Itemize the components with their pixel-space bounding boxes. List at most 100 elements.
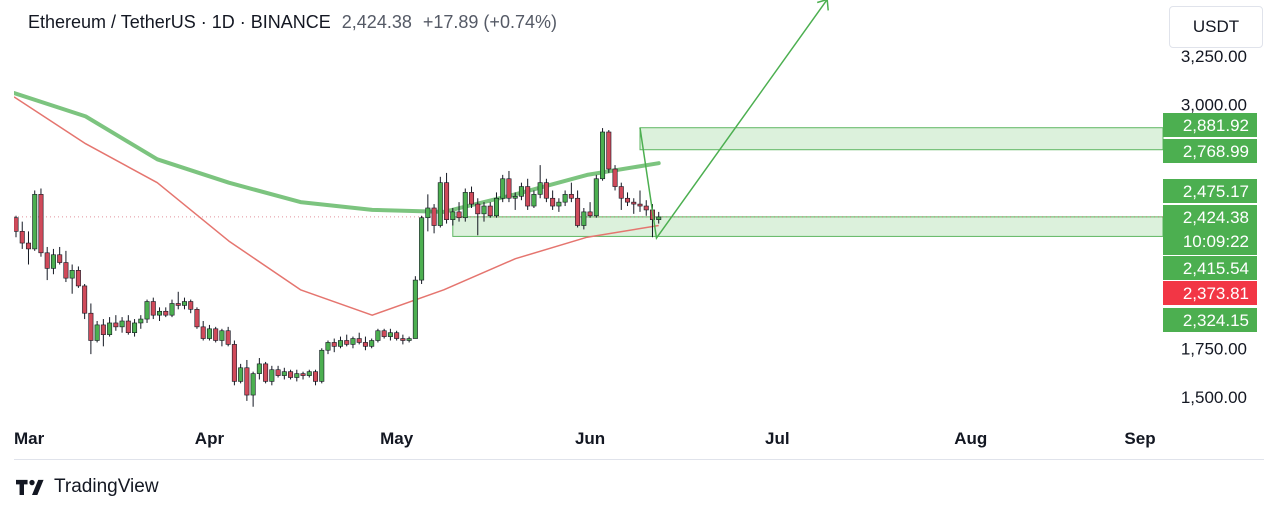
- candle-body: [631, 201, 637, 205]
- candle: [263, 361, 269, 384]
- candle-body: [206, 328, 212, 339]
- y-tick-label: 3,000.00: [1181, 96, 1247, 115]
- currency-button[interactable]: USDT: [1169, 6, 1263, 48]
- candle: [157, 307, 163, 322]
- y-tick-label: 1,500.00: [1181, 388, 1247, 407]
- price-label: 2,881.92: [1163, 113, 1257, 137]
- candle-body: [50, 254, 56, 269]
- candle-body: [69, 270, 75, 279]
- candle-body: [294, 373, 300, 378]
- candle: [518, 182, 524, 201]
- candle-body: [425, 207, 431, 219]
- candle: [625, 192, 631, 207]
- candle: [381, 328, 387, 339]
- candle: [356, 332, 362, 345]
- candle-body: [362, 342, 368, 347]
- price-label-bg: [1163, 256, 1257, 280]
- candle: [300, 371, 306, 380]
- candle: [94, 321, 100, 343]
- candle-body: [419, 217, 425, 281]
- price-label: 2,475.17: [1163, 179, 1257, 203]
- candle-body: [263, 363, 269, 382]
- candle-body: [138, 318, 144, 324]
- candle-body: [281, 371, 287, 376]
- candle: [206, 324, 212, 341]
- candle: [487, 202, 493, 218]
- candle: [244, 359, 250, 401]
- candle: [387, 328, 393, 341]
- candle: [581, 207, 587, 230]
- price-label-bg: [1163, 113, 1257, 137]
- candle: [294, 369, 300, 382]
- candle: [606, 130, 612, 173]
- projection-arrowhead: [816, 0, 829, 11]
- candle-body: [82, 285, 88, 314]
- candle: [313, 369, 319, 386]
- candle-body: [493, 197, 499, 217]
- candle: [431, 204, 437, 234]
- price-label-bg: [1163, 139, 1257, 163]
- candle-body: [225, 330, 231, 345]
- candle-body: [157, 310, 163, 316]
- candle-body: [369, 340, 375, 347]
- candle-body: [44, 252, 50, 269]
- y-axis: 3,250.00 3,000.00 1,750.00 1,500.00: [1181, 47, 1247, 407]
- candle: [57, 246, 63, 265]
- current-price: 2,424.38: [341, 12, 412, 32]
- candle: [350, 336, 356, 349]
- candle-body: [431, 207, 437, 226]
- candle-body: [163, 310, 169, 316]
- candle: [493, 192, 499, 218]
- x-tick-label: Sep: [1124, 429, 1155, 448]
- candle-body: [288, 371, 294, 378]
- candle-body: [38, 194, 44, 254]
- candle: [219, 328, 225, 347]
- candle: [412, 276, 418, 339]
- candle: [637, 190, 643, 212]
- candle-body: [250, 373, 256, 396]
- candle: [288, 369, 294, 380]
- candle: [38, 188, 44, 257]
- candle-body: [450, 211, 456, 220]
- price-label: 2,324.15: [1163, 308, 1257, 332]
- symbol-title: Ethereum / TetherUS · 1D · BINANCE: [28, 12, 331, 32]
- candle: [568, 182, 574, 203]
- candle-body: [550, 197, 556, 207]
- candle: [175, 291, 181, 310]
- candle: [537, 165, 543, 199]
- candle-body: [612, 168, 618, 187]
- candle-body: [144, 301, 150, 320]
- candle: [331, 338, 337, 353]
- price-labels: 2,881.92 2,768.99 2,475.17 2,424.38 10:09:22…: [1163, 113, 1257, 332]
- candle-body: [475, 203, 481, 215]
- chart-header: Ethereum / TetherUS · 1D · BINANCE 2,424…: [28, 12, 557, 33]
- candle: [394, 330, 400, 341]
- candle: [631, 198, 637, 214]
- candle: [256, 358, 262, 380]
- candle: [319, 348, 325, 384]
- candle-body: [350, 338, 356, 345]
- candle: [181, 297, 187, 310]
- tradingview-footer[interactable]: TradingView: [16, 476, 159, 498]
- candle-body: [119, 320, 125, 328]
- candle: [593, 174, 599, 218]
- candle: [150, 297, 156, 320]
- candle-body: [319, 349, 325, 382]
- candle-body: [300, 373, 306, 376]
- y-tick-label: 1,750.00: [1181, 339, 1247, 358]
- candle-body: [525, 186, 531, 207]
- x-tick-label: Mar: [14, 429, 45, 448]
- candle: [375, 328, 381, 343]
- candle: [188, 299, 194, 314]
- price-label: 2,373.81: [1163, 281, 1257, 305]
- candle-body: [188, 301, 194, 310]
- candle-body: [568, 194, 574, 199]
- candle-body: [412, 279, 418, 339]
- x-tick-label: Aug: [954, 429, 987, 448]
- tradingview-logo-icon: [16, 479, 44, 495]
- price-label: 2,415.54: [1163, 256, 1257, 280]
- candle-body: [618, 186, 624, 199]
- x-tick-label: Apr: [195, 429, 225, 448]
- projection-arrow: [639, 0, 829, 241]
